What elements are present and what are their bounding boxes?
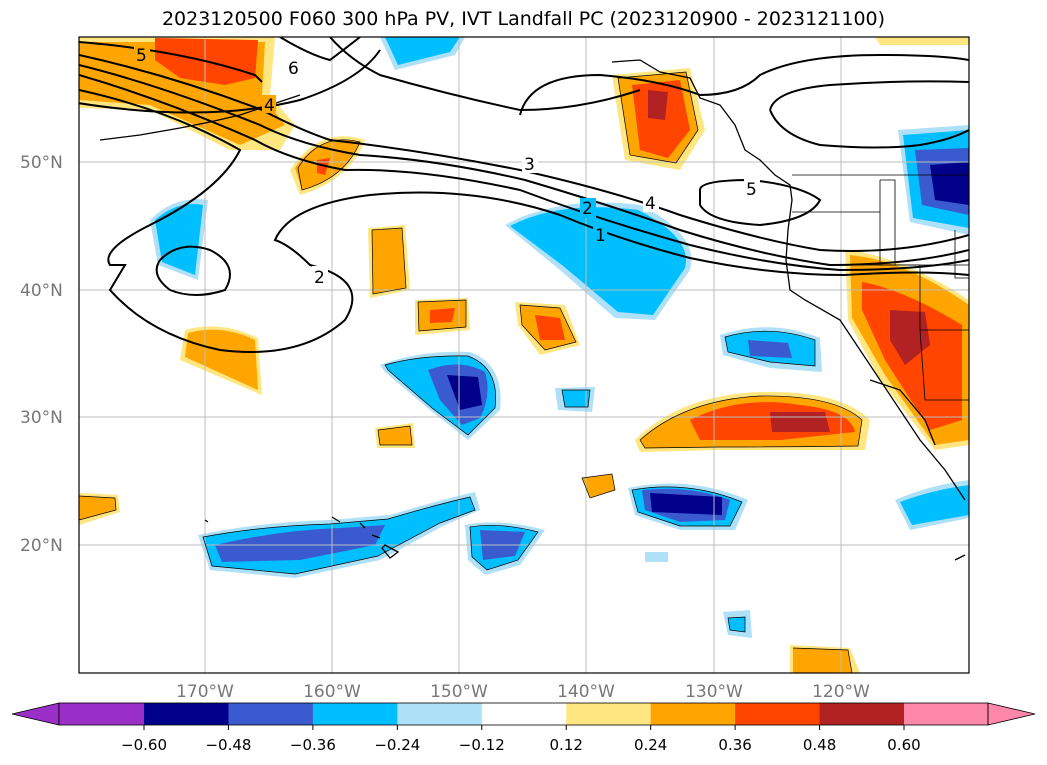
colorbar-segment: [397, 703, 483, 725]
lat-label: 40°N: [20, 281, 63, 301]
colorbar-segment: [144, 703, 229, 725]
pc-contour-outlines: [79, 71, 863, 673]
map-area: 5 6 4 3 2 4 1 5 2: [79, 37, 969, 673]
contour-labels: 5 6 4 3 2 4 1 5 2: [134, 44, 760, 288]
colorbar-tick-label: 0.48: [803, 736, 836, 754]
longitude-labels: 170°W 160°W 150°W 140°W 130°W 120°W: [176, 682, 870, 702]
colorbar-over-arrow: [987, 702, 1036, 726]
pv-contours: [79, 37, 969, 353]
colorbar-segment: [650, 703, 736, 725]
colorbar-segment: [312, 703, 398, 725]
colorbar-segment: [904, 703, 988, 725]
colorbar-tick-label: 0.36: [718, 736, 751, 754]
colorbar-segment: [735, 703, 821, 725]
contour-label: 2: [314, 268, 325, 288]
latitude-labels: 50°N 40°N 30°N 20°N: [20, 153, 63, 556]
contour-label: 1: [595, 226, 606, 246]
colorbar-segment: [566, 703, 652, 725]
colorbar-segment: [59, 703, 144, 725]
lon-label: 160°W: [303, 682, 361, 702]
colorbar-tick-label: −0.48: [205, 736, 251, 754]
lon-label: 120°W: [812, 682, 870, 702]
colorbar-segment: [819, 703, 905, 725]
colorbar-segment: [228, 703, 314, 725]
contour-label: 5: [136, 46, 147, 66]
colorbar-under-arrow: [11, 702, 60, 726]
contour-label: 4: [645, 194, 656, 214]
contour-label: 2: [582, 199, 593, 219]
colorbar-tick-label: −0.36: [290, 736, 336, 754]
lon-label: 130°W: [685, 682, 743, 702]
contour-label: 6: [288, 59, 299, 79]
map-frame: [78, 36, 970, 674]
contour-label: 4: [264, 96, 275, 116]
colorbar-tick-label: 0.24: [634, 736, 667, 754]
lon-label: 140°W: [557, 682, 615, 702]
colorbar-segment: [481, 703, 567, 725]
contour-label: 3: [524, 155, 535, 175]
contour-label: 5: [746, 180, 757, 200]
colorbar-tick-label: −0.24: [374, 736, 420, 754]
colorbar-tick-label: −0.60: [121, 736, 167, 754]
lat-label: 50°N: [20, 153, 63, 173]
lat-label: 20°N: [20, 536, 63, 556]
map-title: 2023120500 F060 300 hPa PV, IVT Landfall…: [161, 8, 886, 30]
lon-label: 170°W: [176, 682, 234, 702]
negative-anomaly-shading: [150, 37, 969, 638]
lon-label: 150°W: [430, 682, 488, 702]
colorbar-tick-label: −0.12: [459, 736, 505, 754]
colorbar-tick-label: 0.12: [550, 736, 583, 754]
colorbar: −0.60 −0.48 −0.36 −0.24 −0.12 0.12 0.24 0.36 0.4…: [11, 702, 1036, 754]
colorbar-tick-label: 0.60: [887, 736, 920, 754]
lat-label: 30°N: [20, 408, 63, 428]
